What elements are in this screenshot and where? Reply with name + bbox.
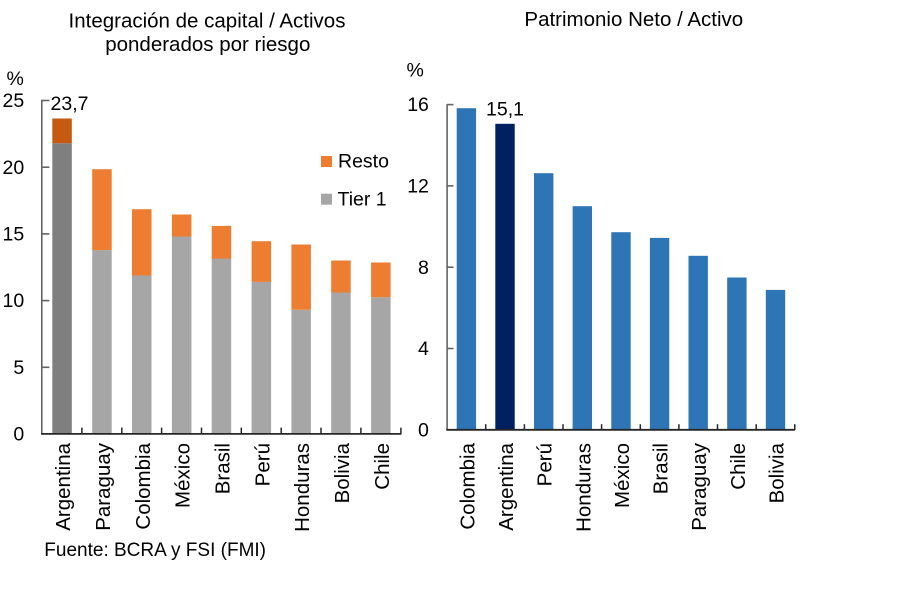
svg-text:Bolivia: Bolivia bbox=[766, 442, 789, 503]
svg-text:Paraguay: Paraguay bbox=[92, 442, 115, 531]
svg-text:Honduras: Honduras bbox=[291, 443, 314, 532]
svg-text:Patrimonio Neto / Activo: Patrimonio Neto / Activo bbox=[524, 8, 743, 31]
svg-text:25: 25 bbox=[2, 90, 24, 112]
svg-text:Paraguay: Paraguay bbox=[688, 442, 711, 531]
svg-text:12: 12 bbox=[407, 176, 429, 198]
svg-text:Perú: Perú bbox=[251, 443, 274, 486]
svg-text:0: 0 bbox=[13, 424, 24, 446]
svg-text:%: % bbox=[7, 68, 24, 90]
svg-text:Honduras: Honduras bbox=[572, 443, 595, 532]
svg-text:0: 0 bbox=[418, 419, 429, 441]
svg-text:Tier 1: Tier 1 bbox=[338, 189, 387, 211]
svg-text:Integración de capital / Activ: Integración de capital / Activos bbox=[69, 10, 346, 33]
svg-text:15,1: 15,1 bbox=[486, 98, 524, 120]
svg-text:23,7: 23,7 bbox=[51, 93, 89, 115]
svg-text:8: 8 bbox=[418, 257, 429, 279]
svg-text:México: México bbox=[611, 443, 634, 508]
svg-text:Argentina: Argentina bbox=[52, 442, 75, 530]
svg-text:Perú: Perú bbox=[534, 443, 557, 486]
svg-text:Colombia: Colombia bbox=[456, 442, 479, 529]
svg-text:16: 16 bbox=[407, 94, 429, 116]
svg-text:Colombia: Colombia bbox=[132, 442, 155, 529]
svg-text:Brasil: Brasil bbox=[211, 443, 234, 494]
svg-text:Chile: Chile bbox=[371, 443, 394, 490]
svg-text:Fuente: BCRA y FSI (FMI): Fuente: BCRA y FSI (FMI) bbox=[44, 540, 266, 561]
svg-text:Argentina: Argentina bbox=[495, 442, 518, 530]
svg-text:Bolivia: Bolivia bbox=[331, 442, 354, 503]
svg-text:ponderados por riesgo: ponderados por riesgo bbox=[105, 33, 310, 56]
svg-text:20: 20 bbox=[2, 157, 24, 179]
svg-text:15: 15 bbox=[2, 224, 24, 246]
svg-text:5: 5 bbox=[13, 357, 24, 379]
svg-text:Resto: Resto bbox=[338, 151, 389, 173]
svg-text:México: México bbox=[172, 443, 195, 508]
svg-text:4: 4 bbox=[418, 338, 429, 360]
svg-text:Brasil: Brasil bbox=[650, 443, 673, 494]
svg-text:10: 10 bbox=[2, 290, 24, 312]
svg-text:%: % bbox=[407, 59, 424, 81]
svg-text:Chile: Chile bbox=[727, 443, 750, 490]
